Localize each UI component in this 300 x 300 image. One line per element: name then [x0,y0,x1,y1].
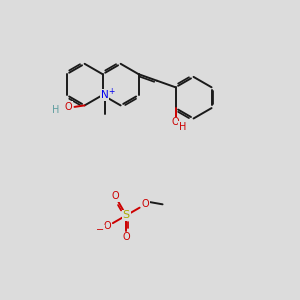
Text: O: O [111,191,119,201]
Text: O: O [142,200,149,209]
Text: −: − [96,225,104,235]
Text: N: N [101,90,109,100]
Text: O: O [103,221,111,231]
Text: O: O [65,102,72,112]
Text: S: S [123,210,130,220]
Text: H: H [52,106,60,116]
Text: O: O [122,232,130,242]
Text: +: + [108,87,115,96]
Text: O: O [172,117,179,128]
Text: H: H [179,122,186,131]
